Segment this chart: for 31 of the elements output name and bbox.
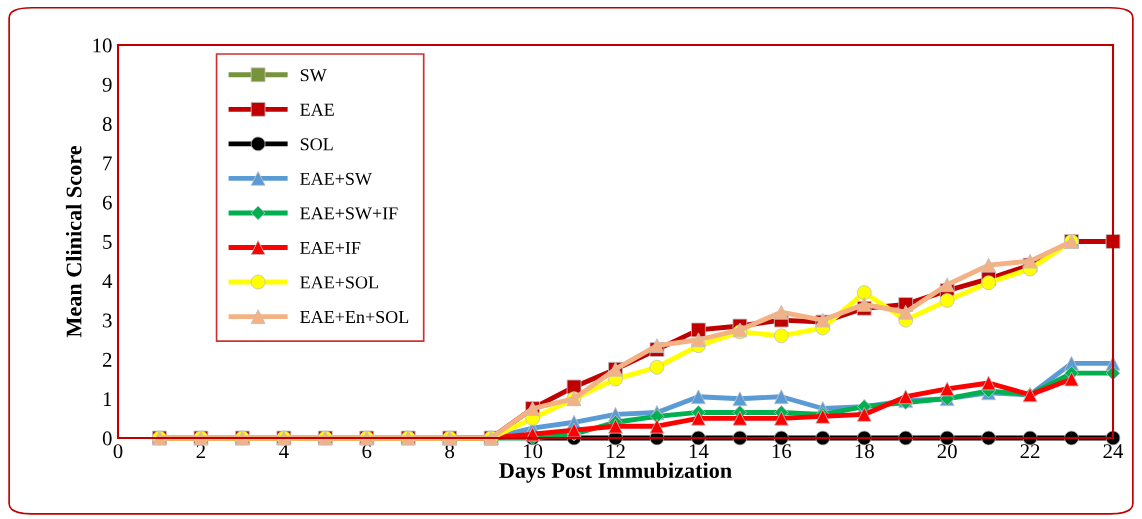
y-tick-label: 7 <box>103 156 112 171</box>
y-tick-label: 1 <box>103 392 112 406</box>
x-tick-label: 16 <box>772 444 792 459</box>
x-tick-label: 22 <box>1020 444 1040 459</box>
legend-label: SW <box>300 69 327 82</box>
x-axis-title: Days Post Immubization <box>499 462 732 483</box>
y-tick-label: 6 <box>102 195 112 210</box>
x-tick-label: 20 <box>937 444 957 459</box>
legend-label: EAE+IF <box>300 241 361 254</box>
legend-label: EAE+En+SOL <box>300 310 409 324</box>
y-tick-label: 10 <box>93 38 112 53</box>
x-tick-label: 18 <box>855 444 874 459</box>
legend-label: EAE+SOL <box>300 276 378 289</box>
y-axis-title: Mean Clinical Score <box>65 145 82 338</box>
x-tick-label: 0 <box>113 444 123 459</box>
x-tick-label: 14 <box>689 444 709 459</box>
x-tick-label: 10 <box>524 444 543 459</box>
y-tick-label: 8 <box>102 116 112 132</box>
y-tick-label: 4 <box>102 274 113 289</box>
y-tick-label: 2 <box>102 352 112 367</box>
y-tick-label: 9 <box>102 77 112 92</box>
legend-label: EAE <box>300 103 334 116</box>
legend-label: EAE+SW+IF <box>300 207 398 220</box>
legend-label: SOL <box>300 138 333 151</box>
y-tick-label: 0 <box>102 431 112 446</box>
y-tick-label: 5 <box>103 235 112 249</box>
legend-label: EAE+SW <box>300 172 372 185</box>
y-tick-label: 3 <box>103 313 112 328</box>
x-tick-label: 24 <box>1103 444 1124 459</box>
x-tick-label: 12 <box>606 444 625 459</box>
x-tick-label: 4 <box>279 444 289 459</box>
